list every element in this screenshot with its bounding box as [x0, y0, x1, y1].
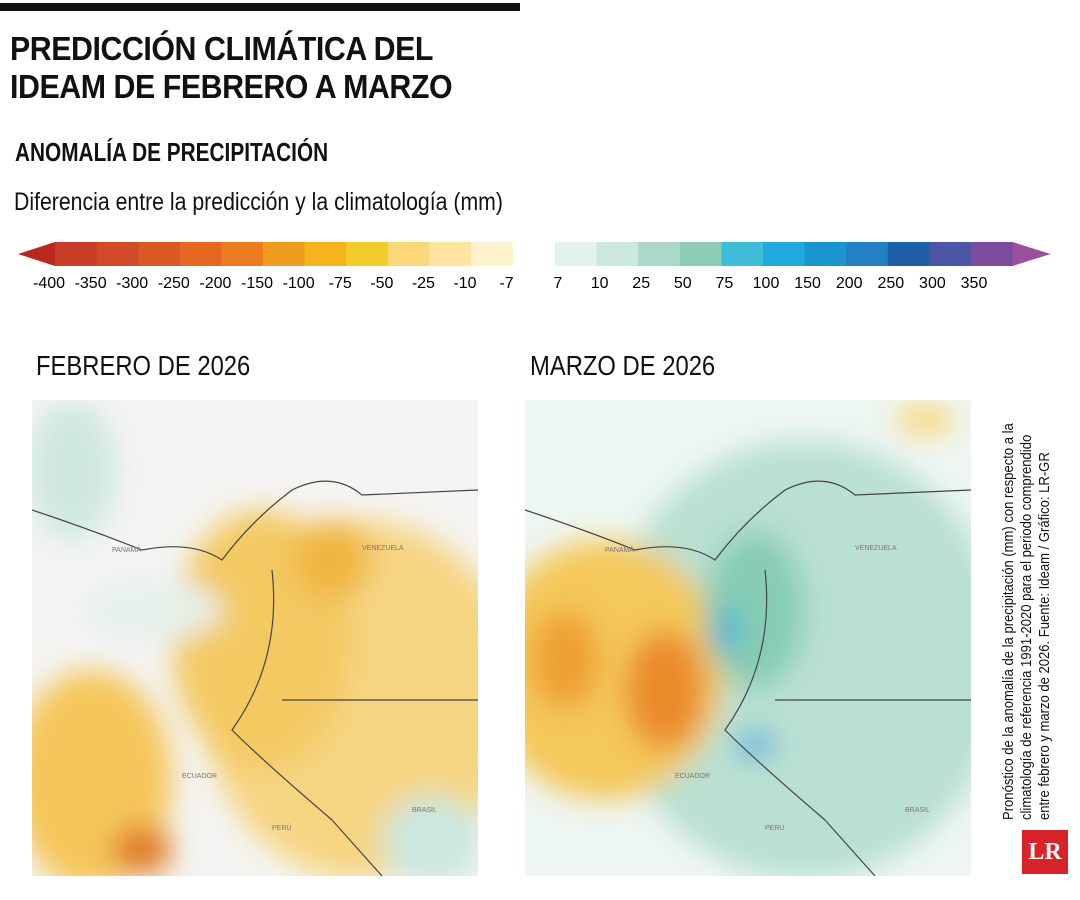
legend-tick-label: 50 [674, 275, 692, 292]
legend-swatch [929, 242, 972, 266]
legend-swatch [887, 242, 930, 266]
top-rule [0, 3, 520, 11]
legend-tick-label: -300 [116, 275, 148, 292]
country-label: PANAMÁ [112, 545, 141, 554]
legend-tick-label: -100 [283, 275, 315, 292]
country-label: BRASIL [412, 807, 437, 814]
legend-tick-label: 200 [836, 275, 863, 292]
note-line: Pronóstico de la anomalía de la precipit… [1001, 423, 1017, 820]
note-line: climatología de referencia 1991-2020 par… [1019, 434, 1035, 820]
note-line: entre febrero y marzo de 2026. Fuente: I… [1037, 452, 1053, 820]
legend-tick-label: -250 [158, 275, 190, 292]
legend-arrow [1012, 242, 1051, 266]
legend-tick-label: 75 [716, 275, 734, 292]
legend-swatch [304, 242, 347, 266]
legend-swatch [596, 242, 639, 266]
legend-swatch [179, 242, 222, 266]
country-label: BRASIL [905, 807, 930, 814]
legend-tick-label: 300 [919, 275, 946, 292]
legend-swatch [679, 242, 722, 266]
legend-tick-label: -25 [412, 275, 435, 292]
legend-tick-label: 10 [591, 275, 609, 292]
country-label: PERÚ [765, 823, 784, 832]
country-label: ECUADOR [182, 773, 217, 780]
legend-tick-label: -10 [453, 275, 476, 292]
legend-swatch [263, 242, 306, 266]
country-label: VENEZUELA [362, 545, 404, 552]
country-label: PANAMÁ [605, 545, 634, 554]
legend: -400 -350 -300 -250 -200 -150 -100 -75 -50 -25 -10… [18, 242, 1051, 292]
legend-tick-label: -7 [499, 275, 513, 292]
country-label: PERÚ [272, 823, 291, 832]
legend-swatch [638, 242, 681, 266]
source-note: Pronóstico de la anomalía de la precipit… [1000, 350, 1054, 820]
subtitle: Diferencia entre la predicción y la clim… [14, 188, 503, 216]
legend-swatch [555, 242, 598, 266]
legend-tick-label: 150 [794, 275, 821, 292]
title: PREDICCIÓN CLIMÁTICA DEL [10, 30, 433, 67]
legend-tick-label: -400 [33, 275, 65, 292]
legend-swatch [96, 242, 139, 266]
legend-tick-label: -75 [329, 275, 352, 292]
map-title: MARZO DE 2026 [530, 350, 716, 381]
legend-swatch [471, 242, 514, 266]
legend-tick-label: -50 [370, 275, 393, 292]
legend-swatch [221, 242, 264, 266]
legend-tick-label: -150 [241, 275, 273, 292]
legend-swatch [721, 242, 764, 266]
map: PANAMÁ VENEZUELA ECUADOR PERÚ BRASIL [32, 400, 478, 876]
section-title: ANOMALÍA DE PRECIPITACIÓN [15, 137, 329, 167]
legend-swatch [346, 242, 389, 266]
legend-tick-label: 250 [877, 275, 904, 292]
map-title: FEBRERO DE 2026 [36, 350, 251, 381]
legend-swatch [387, 242, 430, 266]
legend-swatch [429, 242, 472, 266]
legend-swatch [763, 242, 806, 266]
legend-arrow [18, 242, 55, 266]
country-label: ECUADOR [675, 773, 710, 780]
legend-tick-label: 25 [632, 275, 650, 292]
title: IDEAM DE FEBRERO A MARZO [10, 68, 453, 105]
legend-swatch [846, 242, 889, 266]
country-label: VENEZUELA [855, 545, 897, 552]
legend-swatch [804, 242, 847, 266]
legend-tick-label: -350 [75, 275, 107, 292]
logo: LR [1022, 830, 1068, 874]
legend-tick-label: 7 [554, 275, 563, 292]
legend-tick-label: -200 [199, 275, 231, 292]
map: PANAMÁ VENEZUELA ECUADOR PERÚ BRASIL [525, 400, 971, 876]
legend-tick-label: 350 [961, 275, 988, 292]
legend-swatch [55, 242, 98, 266]
legend-swatch [971, 242, 1014, 266]
legend-swatch [138, 242, 181, 266]
legend-tick-label: 100 [753, 275, 780, 292]
